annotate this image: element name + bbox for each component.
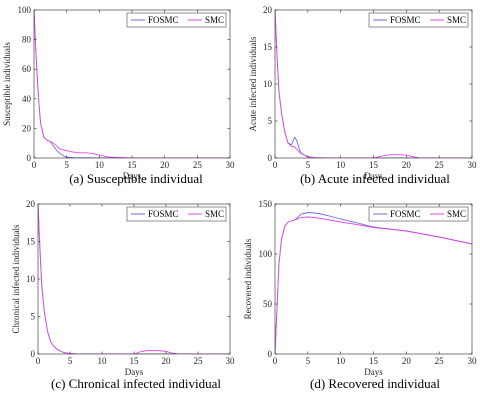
y-tick-label: 0 xyxy=(268,349,273,359)
series-line-smc xyxy=(275,10,472,158)
series-line-fosmc xyxy=(275,10,472,158)
x-tick-label: 25 xyxy=(194,356,204,366)
x-tick-label: 10 xyxy=(336,356,346,366)
y-tick-label: 50 xyxy=(263,299,273,309)
y-tick-label: 10 xyxy=(263,79,273,89)
panel-caption: (a) Susceptible individual xyxy=(69,171,203,186)
series-line-smc xyxy=(34,10,230,158)
series-line-fosmc xyxy=(38,204,230,354)
chart-panel-4: 0 5 10 15 20 25 30 0 50 100 150 Days Recovered indiv… xyxy=(243,199,477,391)
y-tick-label: 0 xyxy=(268,153,273,163)
series-line-fosmc xyxy=(275,212,472,354)
x-tick-label: 20 xyxy=(402,356,412,366)
y-axis-label: Acute infected individuals xyxy=(248,36,258,131)
y-tick-label: 0 xyxy=(31,349,36,359)
y-axis-label: Recovered individuals xyxy=(243,238,253,319)
legend-box xyxy=(126,206,227,222)
x-tick-label: 25 xyxy=(435,356,445,366)
y-tick-label: 100 xyxy=(259,249,273,259)
y-tick-label: 5 xyxy=(31,312,36,322)
x-tick-label: 0 xyxy=(32,160,37,170)
y-tick-label: 150 xyxy=(259,199,273,209)
series-line-smc xyxy=(38,204,230,354)
x-tick-label: 5 xyxy=(64,160,69,170)
x-tick-label: 10 xyxy=(336,160,346,170)
x-tick-label: 20 xyxy=(402,160,412,170)
series-line-fosmc xyxy=(34,10,230,158)
x-tick-label: 25 xyxy=(435,160,445,170)
y-tick-label: 15 xyxy=(26,237,36,247)
y-tick-label: 20 xyxy=(26,199,36,209)
legend-label-smc: SMC xyxy=(205,15,224,25)
x-tick-label: 20 xyxy=(160,160,170,170)
legend-label-fosmc: FOSMC xyxy=(390,209,421,219)
x-tick-label: 15 xyxy=(369,160,379,170)
x-tick-label: 0 xyxy=(273,356,278,366)
legend-label-fosmc: FOSMC xyxy=(148,15,179,25)
x-axis-label: Days xyxy=(123,171,142,181)
axes-box xyxy=(274,9,473,159)
x-tick-label: 15 xyxy=(369,356,379,366)
x-tick-label: 15 xyxy=(128,160,138,170)
legend-box xyxy=(368,12,469,28)
x-tick-label: 10 xyxy=(95,160,105,170)
x-tick-label: 30 xyxy=(468,356,478,366)
panel-caption: (c) Chronical infected individual xyxy=(51,376,221,391)
chart-panel-3: 0 5 10 15 20 25 30 0 5 10 15 20 Days Chronical infect… xyxy=(11,199,235,391)
x-axis-label: Days xyxy=(364,367,383,377)
legend-label-smc: SMC xyxy=(447,209,466,219)
x-tick-label: 0 xyxy=(273,160,278,170)
x-tick-label: 5 xyxy=(306,160,311,170)
legend-label-fosmc: FOSMC xyxy=(148,209,179,219)
y-tick-label: 20 xyxy=(22,123,32,133)
series-line-smc xyxy=(275,216,472,354)
y-axis-label: Chronical infected individuals xyxy=(11,224,21,333)
axes-box xyxy=(37,203,231,355)
panel-caption: (b) Acute infected individual xyxy=(300,171,450,186)
x-tick-label: 20 xyxy=(162,356,172,366)
chart-panel-2: 0 5 10 15 20 25 30 0 5 10 15 20 Days Acute infected i… xyxy=(248,5,477,186)
legend-label-smc: SMC xyxy=(205,209,224,219)
x-tick-label: 30 xyxy=(468,160,478,170)
x-tick-label: 30 xyxy=(226,160,236,170)
legend-box xyxy=(126,12,227,28)
x-tick-label: 30 xyxy=(226,356,236,366)
legend: FOSMC SMC xyxy=(126,12,227,28)
y-axis-label: Susceptible individuals xyxy=(2,42,12,126)
legend: FOSMC SMC xyxy=(368,206,469,222)
x-tick-label: 5 xyxy=(306,356,311,366)
legend: FOSMC SMC xyxy=(126,206,227,222)
y-tick-label: 15 xyxy=(263,42,273,52)
x-tick-label: 5 xyxy=(68,356,73,366)
y-tick-label: 5 xyxy=(268,116,273,126)
y-tick-label: 60 xyxy=(22,64,32,74)
legend-label-smc: SMC xyxy=(447,15,466,25)
legend-label-fosmc: FOSMC xyxy=(390,15,421,25)
x-tick-label: 0 xyxy=(36,356,41,366)
axes-box xyxy=(274,203,473,355)
legend: FOSMC SMC xyxy=(368,12,469,28)
y-tick-label: 20 xyxy=(263,5,273,15)
x-axis-label: Days xyxy=(125,367,144,377)
x-tick-label: 10 xyxy=(98,356,108,366)
x-tick-label: 15 xyxy=(130,356,140,366)
chart-panel-1: 0 5 10 15 20 25 30 0 20 40 60 80 100 Days Susceptible … xyxy=(2,5,235,186)
y-tick-label: 80 xyxy=(22,35,32,45)
axes-box xyxy=(33,9,231,159)
y-tick-label: 0 xyxy=(27,153,32,163)
legend-box xyxy=(368,206,469,222)
panel-caption: (d) Recovered individual xyxy=(310,376,440,391)
y-tick-label: 100 xyxy=(18,5,32,15)
x-tick-label: 25 xyxy=(193,160,203,170)
y-tick-label: 40 xyxy=(22,94,32,104)
y-tick-label: 10 xyxy=(26,274,36,284)
x-axis-label: Days xyxy=(364,171,383,181)
